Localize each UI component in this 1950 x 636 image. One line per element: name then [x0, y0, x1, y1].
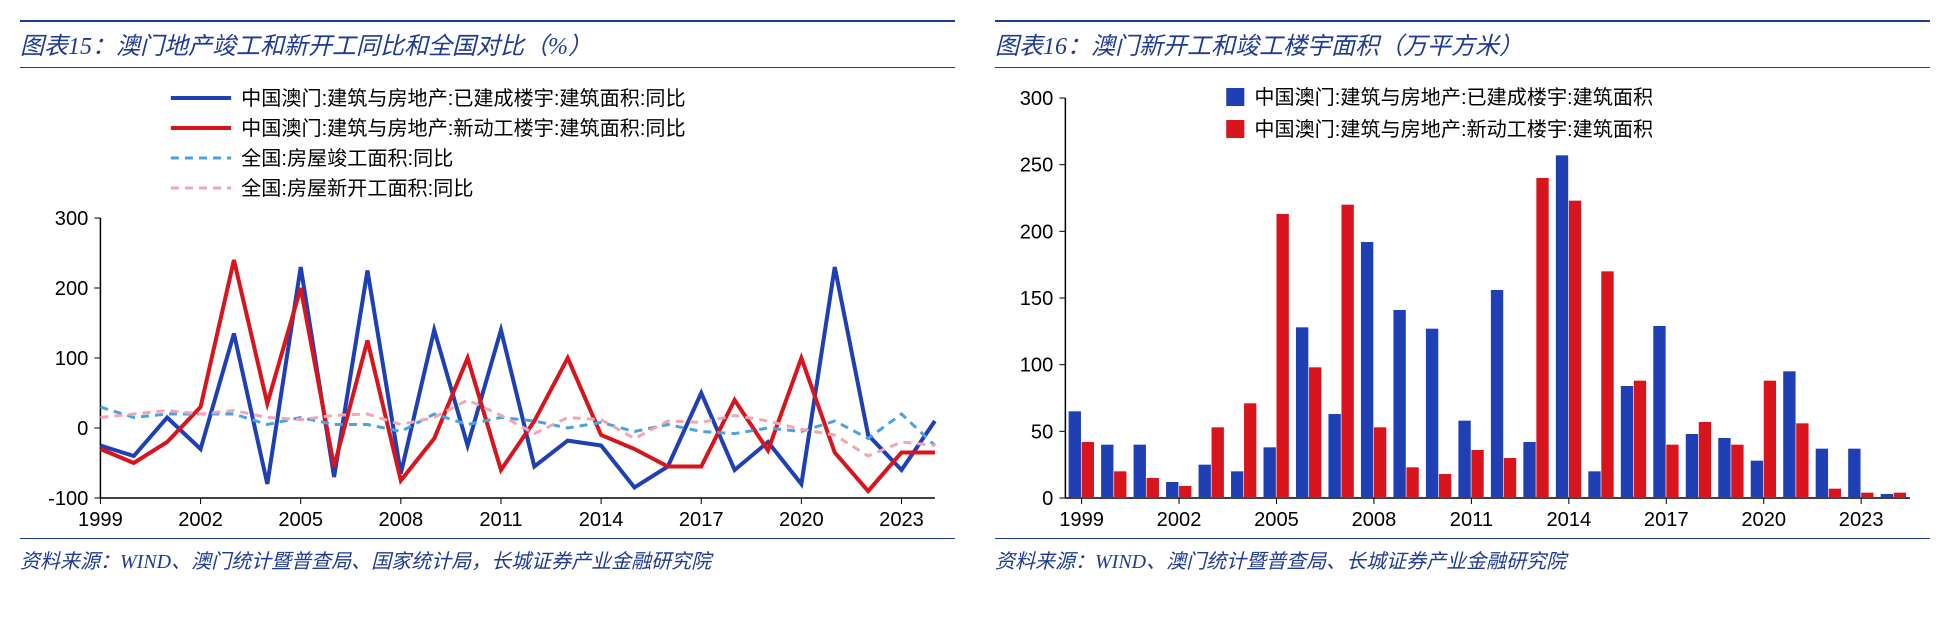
bar: [1556, 155, 1568, 498]
svg-text:全国:房屋竣工面积:同比: 全国:房屋竣工面积:同比: [241, 147, 453, 170]
bar: [1309, 367, 1321, 498]
svg-text:2017: 2017: [679, 509, 724, 531]
bar: [1634, 381, 1646, 498]
charts-container: 图表15：澳门地产竣工和新开工同比和全国对比（%） -100 0 100 200 300…: [20, 20, 1930, 574]
left-chart-title: 图表15：澳门地产竣工和新开工同比和全国对比（%）: [20, 20, 955, 68]
bar: [1374, 427, 1386, 498]
bar: [1504, 458, 1516, 498]
svg-text:200: 200: [1020, 221, 1054, 243]
bar: [1894, 493, 1906, 498]
svg-text:中国澳门:建筑与房地产:已建成楼宇:建筑面积: 中国澳门:建筑与房地产:已建成楼宇:建筑面积: [1254, 86, 1653, 109]
bar: [1686, 434, 1698, 498]
bar: [1069, 411, 1081, 498]
right-chart-title: 图表16：澳门新开工和竣工楼宇面积（万平方米）: [995, 20, 1930, 68]
svg-text:300: 300: [1020, 88, 1054, 110]
bar: [1699, 422, 1711, 498]
bar: [1718, 438, 1730, 498]
bar: [1653, 326, 1665, 498]
svg-text:2002: 2002: [178, 509, 223, 531]
svg-text:1999: 1999: [78, 509, 123, 531]
bar: [1439, 474, 1451, 498]
bar: [1328, 414, 1340, 498]
bar: [1491, 290, 1503, 498]
svg-text:1999: 1999: [1059, 509, 1104, 531]
svg-text:2017: 2017: [1644, 509, 1689, 531]
bar: [1101, 445, 1113, 498]
bar: [1341, 205, 1353, 498]
bar: [1569, 201, 1581, 498]
bar: [1601, 271, 1613, 498]
bar: [1861, 493, 1873, 498]
svg-text:中国澳门:建筑与房地产:新动工楼宇:建筑面积: 中国澳门:建筑与房地产:新动工楼宇:建筑面积: [1254, 118, 1653, 141]
bar: [1199, 465, 1211, 498]
svg-text:2020: 2020: [1741, 509, 1786, 531]
bar: [1114, 471, 1126, 498]
bar: [1179, 486, 1191, 498]
bar: [1277, 214, 1289, 498]
bar: [1393, 310, 1405, 498]
svg-text:全国:房屋新开工面积:同比: 全国:房屋新开工面积:同比: [241, 177, 473, 200]
bar: [1881, 494, 1893, 498]
svg-text:2014: 2014: [579, 509, 624, 531]
bar: [1536, 178, 1548, 498]
svg-text:中国澳门:建筑与房地产:已建成楼宇:建筑面积:同比: 中国澳门:建筑与房地产:已建成楼宇:建筑面积:同比: [241, 87, 685, 110]
svg-text:2008: 2008: [1352, 509, 1397, 531]
svg-text:300: 300: [55, 208, 89, 230]
bar: [1212, 427, 1224, 498]
series-line: [100, 260, 934, 491]
svg-text:-100: -100: [48, 488, 88, 510]
bar: [1523, 442, 1535, 498]
svg-text:2008: 2008: [378, 509, 423, 531]
bar: [1751, 461, 1763, 498]
bar: [1848, 449, 1860, 498]
svg-text:2023: 2023: [1839, 509, 1884, 531]
svg-text:150: 150: [1020, 288, 1054, 310]
svg-text:中国澳门:建筑与房地产:新动工楼宇:建筑面积:同比: 中国澳门:建筑与房地产:新动工楼宇:建筑面积:同比: [241, 117, 685, 140]
bar: [1666, 445, 1678, 498]
svg-text:200: 200: [55, 278, 89, 300]
bar: [1458, 421, 1470, 498]
bar: [1731, 445, 1743, 498]
right-chart-source: 资料来源：WIND、澳门统计暨普查局、长城证券产业金融研究院: [995, 539, 1930, 574]
svg-text:100: 100: [55, 348, 89, 370]
svg-text:2005: 2005: [1254, 509, 1299, 531]
bar: [1264, 447, 1276, 498]
bar: [1134, 445, 1146, 498]
bar: [1166, 482, 1178, 498]
bar: [1244, 403, 1256, 498]
left-chart-panel: 图表15：澳门地产竣工和新开工同比和全国对比（%） -100 0 100 200 300…: [20, 20, 955, 574]
svg-text:0: 0: [77, 418, 88, 440]
svg-text:100: 100: [1020, 355, 1054, 377]
left-chart-area: -100 0 100 200 300 1999 2002 2005 2008 2011 2014 20…: [20, 68, 955, 539]
right-chart-panel: 图表16：澳门新开工和竣工楼宇面积（万平方米） 0 50 100 150 200 250 3…: [995, 20, 1930, 574]
bar: [1796, 423, 1808, 498]
bar: [1816, 449, 1828, 498]
svg-text:2011: 2011: [1450, 509, 1493, 531]
bar: [1783, 371, 1795, 498]
svg-text:2020: 2020: [779, 509, 824, 531]
bar: [1426, 329, 1438, 498]
svg-text:2023: 2023: [879, 509, 924, 531]
svg-text:0: 0: [1042, 488, 1053, 510]
svg-text:2005: 2005: [278, 509, 323, 531]
svg-text:2011: 2011: [479, 509, 522, 531]
bar: [1231, 471, 1243, 498]
svg-text:2002: 2002: [1157, 509, 1202, 531]
bar: [1147, 478, 1159, 498]
bar: [1296, 327, 1308, 498]
svg-text:250: 250: [1020, 155, 1054, 177]
svg-text:2014: 2014: [1546, 509, 1591, 531]
bar: [1082, 442, 1094, 498]
bar: [1764, 381, 1776, 498]
bar: [1406, 467, 1418, 498]
bar: [1588, 471, 1600, 498]
svg-text:50: 50: [1031, 421, 1053, 443]
bar: [1361, 242, 1373, 498]
bar: [1829, 489, 1841, 498]
right-chart-area: 0 50 100 150 200 250 300 1999 2002 2005 2008 2011 20…: [995, 68, 1930, 539]
left-chart-source: 资料来源：WIND、澳门统计暨普查局、国家统计局，长城证券产业金融研究院: [20, 539, 955, 574]
bar: [1471, 450, 1483, 498]
bar: [1621, 386, 1633, 498]
